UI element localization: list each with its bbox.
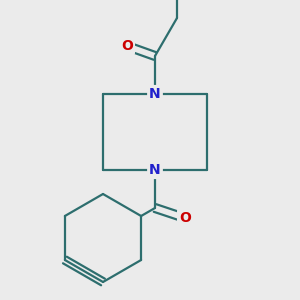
Text: N: N <box>149 163 161 177</box>
Text: O: O <box>121 39 133 53</box>
Text: N: N <box>149 87 161 101</box>
Text: O: O <box>179 211 191 225</box>
